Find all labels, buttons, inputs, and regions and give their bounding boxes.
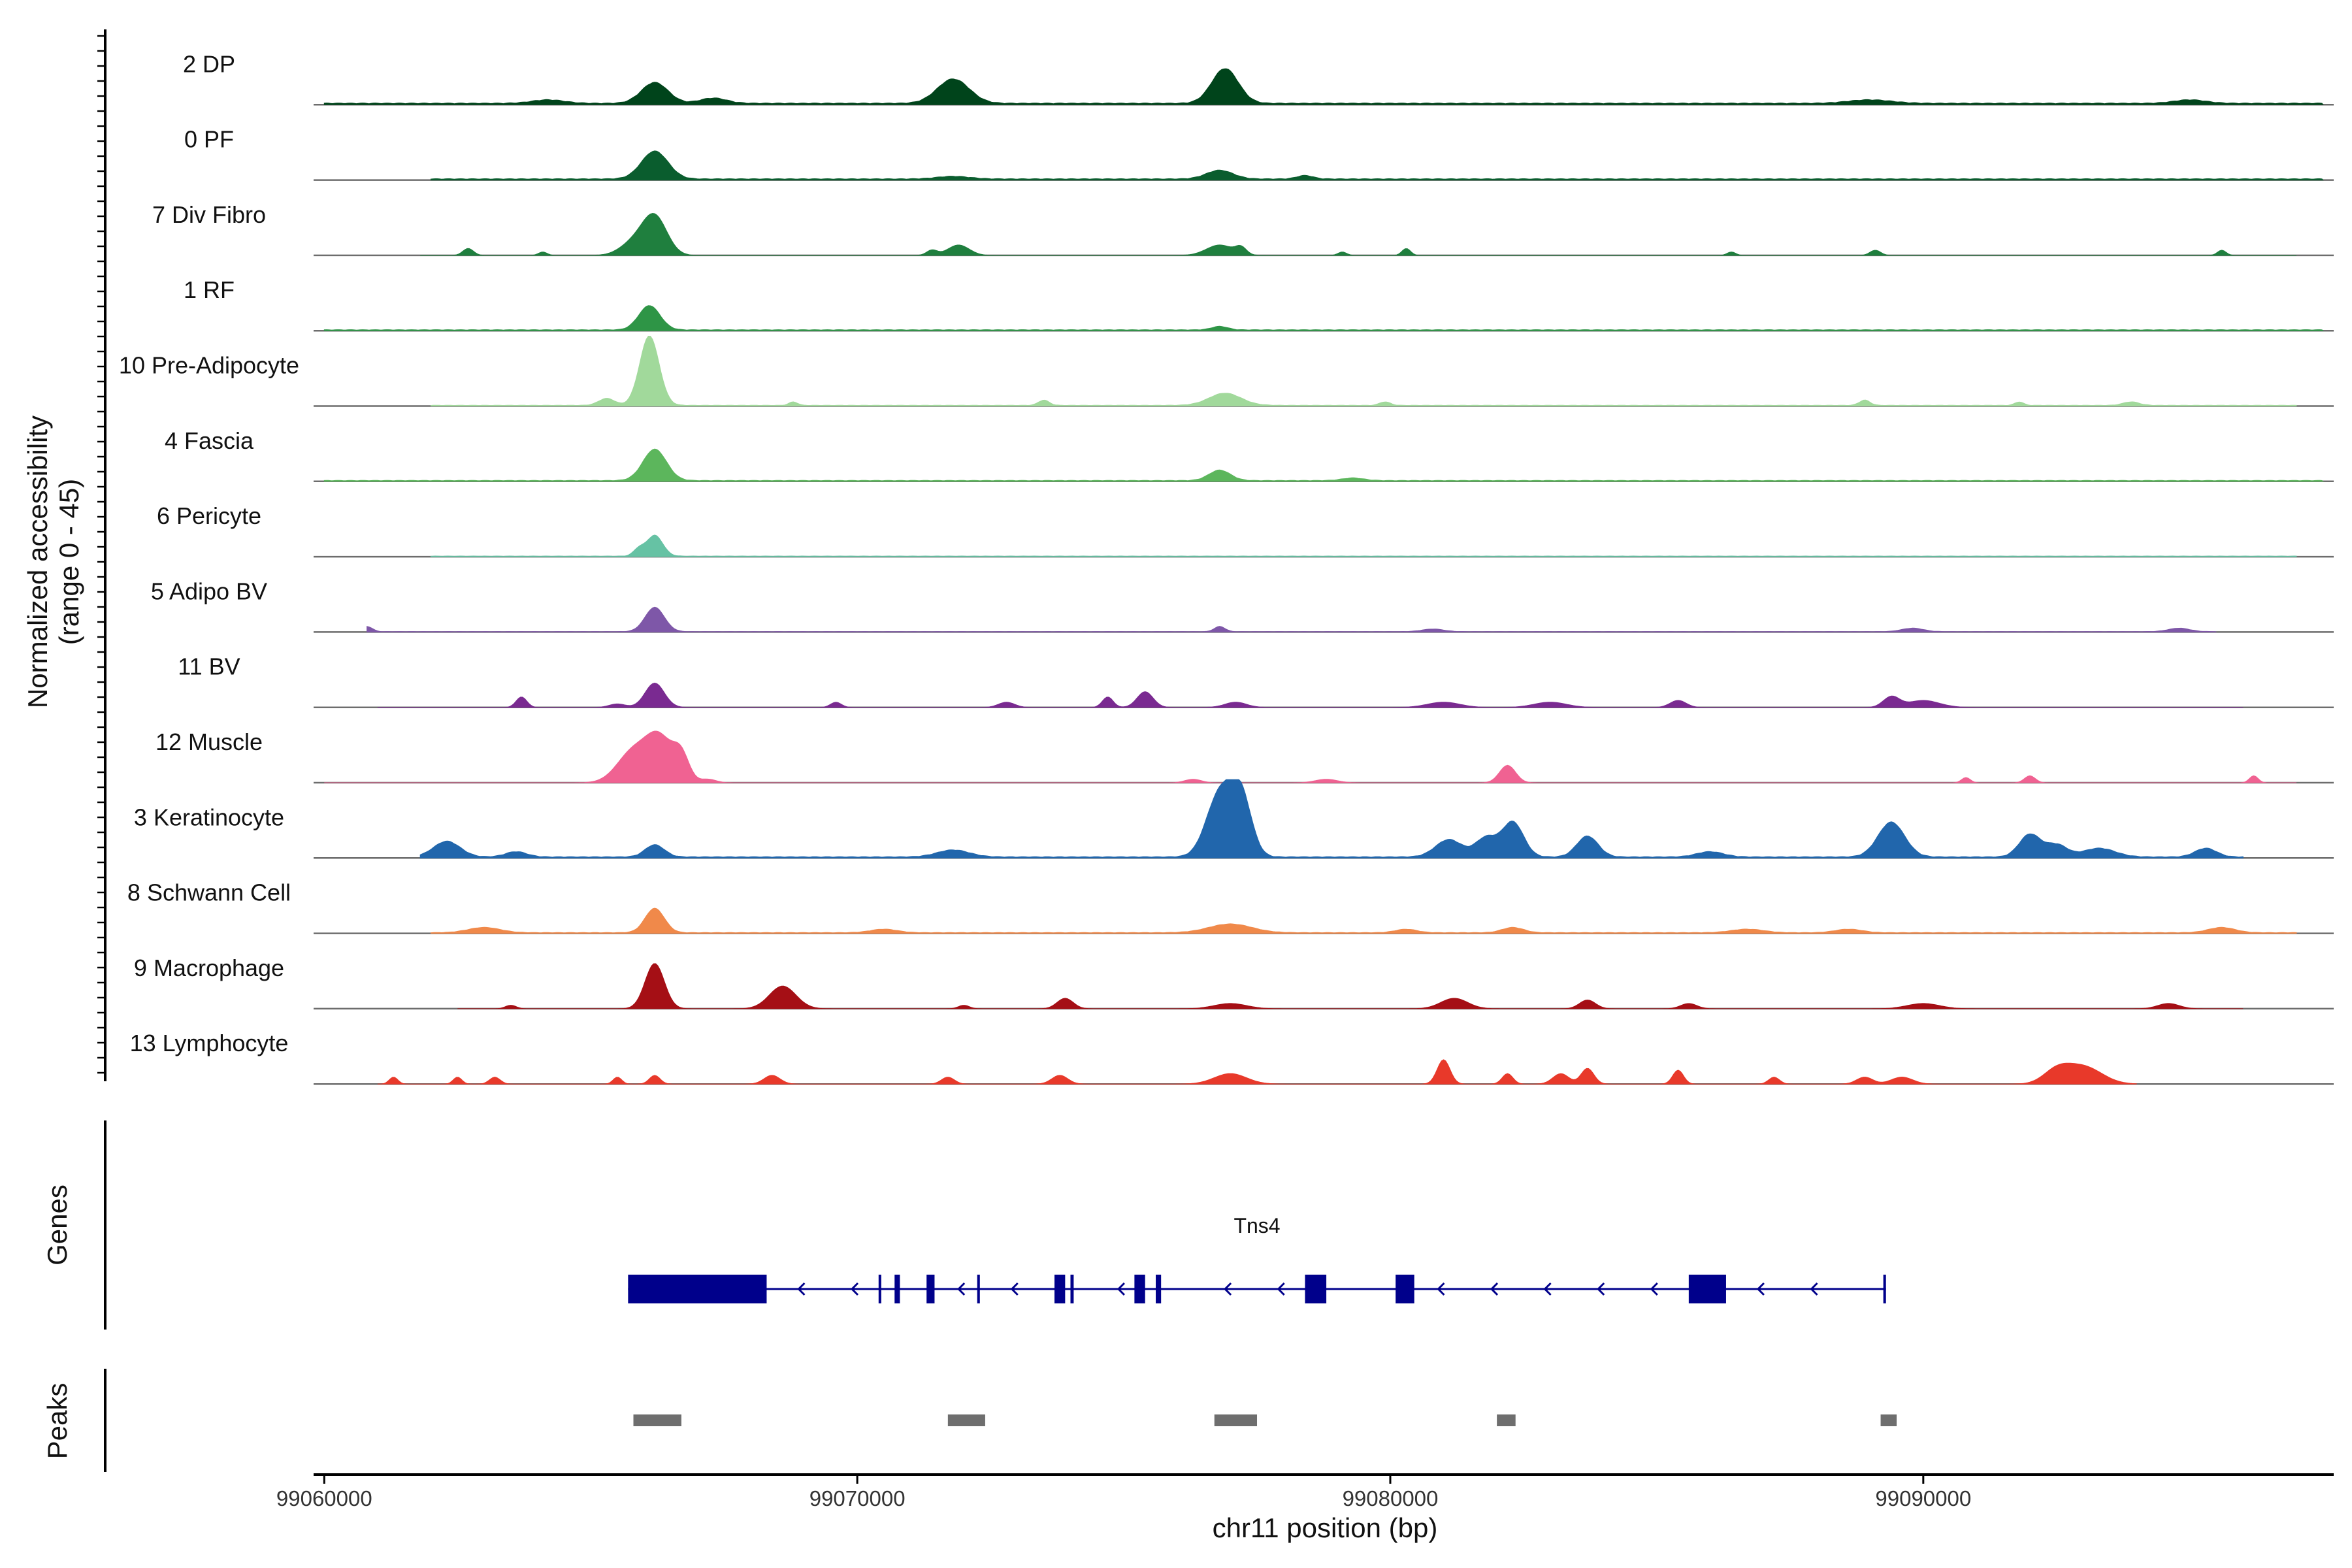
exon — [1054, 1275, 1066, 1303]
coverage-area — [377, 682, 2244, 708]
track-label: 13 Lymphocyte — [130, 1030, 289, 1056]
track-13: 13 Lymphocyte — [130, 1030, 2334, 1085]
gene-name-label: Tns4 — [1233, 1214, 1280, 1237]
strand-arrow — [1597, 1282, 1605, 1296]
strand-arrow — [1650, 1282, 1658, 1296]
strand-arrow — [1543, 1282, 1552, 1296]
coverage-area — [431, 907, 2297, 934]
strand-arrow — [1010, 1282, 1019, 1296]
exon — [878, 1275, 881, 1303]
gene-track: Tns4 — [628, 1214, 1886, 1303]
strand-arrow — [1223, 1282, 1232, 1296]
track-11: 8 Schwann Cell — [127, 879, 2334, 934]
coverage-area — [323, 68, 2324, 105]
exon — [894, 1275, 900, 1303]
x-axis-title: chr11 position (bp) — [1213, 1512, 1438, 1543]
track-label: 12 Muscle — [155, 728, 263, 755]
coverage-area — [377, 1059, 2137, 1085]
peak-region — [947, 1414, 985, 1426]
coverage-area — [419, 779, 2244, 858]
x-axis-ticks: 99060000 99070000 99080000 99090000 — [276, 1475, 1971, 1511]
exon — [1396, 1275, 1414, 1303]
coverage-y-axis-ticks — [97, 35, 105, 1074]
coverage-area — [323, 305, 2325, 331]
exon — [1156, 1275, 1162, 1303]
coverage-area — [324, 730, 2296, 783]
exon — [628, 1275, 767, 1303]
coverage-tracks: 2 DP 0 PF 7 Div Fibro 1 RF 10 Pre-Adipocyte 4… — [119, 50, 2334, 1085]
exon — [926, 1275, 935, 1303]
peak-region — [633, 1414, 681, 1426]
track-12: 9 Macrophage — [134, 955, 2334, 1010]
track-label: 8 Schwann Cell — [127, 879, 291, 906]
track-label: 5 Adipo BV — [151, 578, 267, 604]
exon — [1688, 1275, 1726, 1303]
coverage-area — [457, 963, 2244, 1009]
strand-arrow — [797, 1282, 806, 1296]
peaks-panel-label: Peaks — [42, 1383, 73, 1460]
track-6: 6 Pericyte — [157, 502, 2334, 558]
x-tick-label: 99080000 — [1343, 1486, 1439, 1511]
strand-arrow — [850, 1282, 859, 1296]
track-0: 2 DP — [183, 50, 2334, 106]
peak-region — [1497, 1414, 1516, 1426]
x-tick-label: 99070000 — [809, 1486, 906, 1511]
x-tick-label: 99060000 — [276, 1486, 372, 1511]
y-axis-title-line1: Normalized accessibility — [22, 416, 53, 708]
track-label: 4 Fascia — [165, 427, 254, 454]
strand-arrow — [1756, 1282, 1765, 1296]
y-axis-title-line2: (range 0 - 45) — [54, 479, 84, 645]
x-tick-label: 99090000 — [1875, 1486, 1971, 1511]
exon — [1070, 1275, 1074, 1303]
coverage-area — [431, 335, 2297, 406]
exon — [1134, 1275, 1145, 1303]
track-label: 9 Macrophage — [134, 955, 284, 981]
coverage-area — [431, 534, 2297, 557]
track-label: 11 BV — [178, 653, 240, 680]
coverage-area — [420, 212, 2296, 256]
track-label: 6 Pericyte — [157, 502, 261, 529]
track-8: 11 BV — [178, 653, 2334, 708]
track-label: 2 DP — [183, 50, 235, 77]
coverage-area — [367, 606, 2217, 632]
track-3: 1 RF — [184, 276, 2334, 332]
strand-arrow — [1117, 1282, 1125, 1296]
track-label: 10 Pre-Adipocyte — [119, 352, 299, 379]
track-9: 12 Muscle — [155, 728, 2334, 784]
strand-arrow — [1810, 1282, 1818, 1296]
exon — [977, 1275, 980, 1303]
track-5: 4 Fascia — [165, 427, 2334, 483]
peak-region — [1880, 1414, 1897, 1426]
coverage-area — [431, 150, 2324, 181]
track-label: 3 Keratinocyte — [134, 804, 284, 830]
track-label: 0 PF — [184, 126, 234, 153]
peak-regions — [633, 1414, 1897, 1426]
track-7: 5 Adipo BV — [151, 578, 2334, 633]
track-2: 7 Div Fibro — [152, 201, 2334, 257]
exon — [1305, 1275, 1327, 1303]
coverage-area — [323, 448, 2325, 482]
track-1: 0 PF — [184, 126, 2334, 181]
track-label: 1 RF — [184, 276, 235, 303]
track-10: 3 Keratinocyte — [134, 779, 2334, 859]
track-label: 7 Div Fibro — [152, 201, 266, 228]
track-4: 10 Pre-Adipocyte — [119, 335, 2334, 407]
genes-panel-label: Genes — [42, 1184, 73, 1266]
strand-arrow — [1277, 1282, 1285, 1296]
strand-arrow — [1490, 1282, 1499, 1296]
peak-region — [1214, 1414, 1258, 1426]
strand-arrow — [957, 1282, 966, 1296]
strand-arrow — [1437, 1282, 1445, 1296]
exon — [1883, 1275, 1886, 1303]
